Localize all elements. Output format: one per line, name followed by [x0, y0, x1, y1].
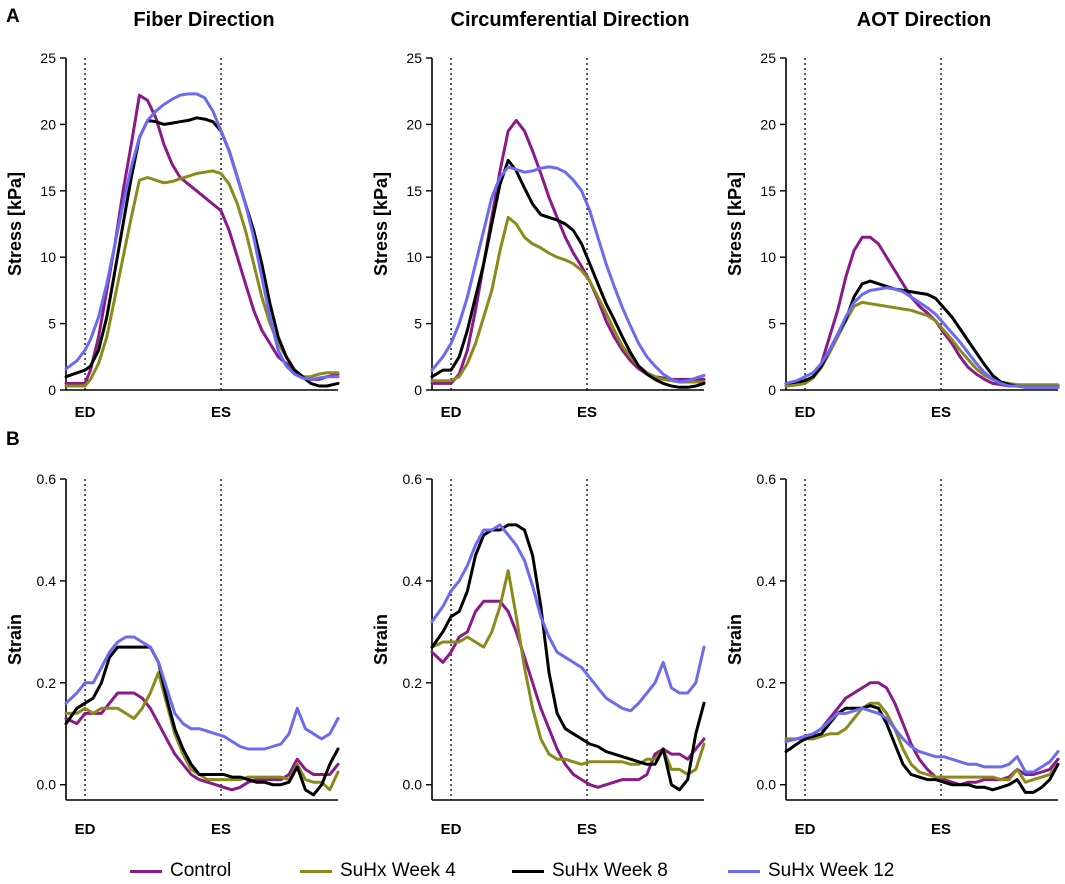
series-line-suhx-week-8	[784, 279, 1060, 389]
y-tick-label: 0.4	[403, 573, 423, 589]
y-tick-label: 0.2	[403, 675, 423, 691]
y-tick-label: 5	[48, 316, 56, 332]
legend-item-suhx-week-8: SuHx Week 8	[512, 858, 668, 884]
series-line-control	[784, 235, 1060, 388]
legend-item-control: Control	[130, 858, 231, 884]
y-axis-label: Strain	[5, 614, 25, 665]
es-marker-label: ES	[577, 821, 597, 838]
y-axis-label: Stress [kPa]	[725, 172, 745, 276]
legend: Control SuHx Week 4 SuHx Week 8 SuHx Wee…	[0, 858, 1065, 884]
y-tick-label: 20	[40, 116, 56, 132]
y-tick-label: 0.0	[37, 777, 57, 793]
es-marker-label: ES	[211, 404, 231, 421]
chart-title: Fiber Direction	[133, 9, 274, 31]
series-line-suhx-week-12	[430, 165, 706, 384]
y-tick-label: 5	[768, 316, 776, 332]
legend-item-suhx-week-12: SuHx Week 12	[728, 858, 894, 884]
series-line-suhx-week-12	[64, 635, 340, 751]
legend-swatch-suhx-week-8	[512, 869, 544, 873]
series-line-suhx-week-12	[784, 706, 1060, 774]
series-line-suhx-week-8	[430, 158, 706, 389]
series-line-suhx-week-8	[430, 523, 706, 792]
chart-aot-strain: 0.0 0.2 0.4 0.6 Strain ED ES	[725, 471, 1060, 838]
y-tick-label: 0.6	[757, 471, 777, 487]
charts-container: Fiber Direction 0 5 10 15 20 25 Stress [kPa] ED E…	[5, 9, 1060, 838]
chart-title: Circumferential Direction	[451, 9, 690, 31]
es-marker-label: ES	[931, 821, 951, 838]
legend-swatch-suhx-week-12	[728, 869, 760, 873]
y-tick-label: 0.0	[403, 777, 423, 793]
y-tick-label: 15	[40, 183, 56, 199]
ed-marker-label: ED	[795, 404, 816, 421]
series-line-suhx-week-8	[64, 116, 340, 388]
y-tick-label: 15	[406, 183, 422, 199]
series-line-control	[430, 118, 706, 385]
chart-fiber-stress: Fiber Direction 0 5 10 15 20 25 Stress [kPa] ED E…	[5, 9, 340, 421]
series-line-suhx-week-12	[64, 92, 340, 381]
y-tick-label: 0.6	[37, 471, 57, 487]
y-axis-label: Strain	[371, 614, 391, 665]
y-tick-label: 20	[760, 116, 776, 132]
ed-marker-label: ED	[441, 821, 462, 838]
series-line-suhx-week-8	[64, 645, 340, 797]
legend-label-suhx-week-12: SuHx Week 12	[768, 860, 895, 881]
y-tick-label: 5	[414, 316, 422, 332]
y-tick-label: 0.4	[757, 573, 777, 589]
y-tick-label: 10	[760, 249, 776, 265]
es-marker-label: ES	[211, 821, 231, 838]
ed-marker-label: ED	[75, 821, 96, 838]
series-line-suhx-week-8	[784, 704, 1060, 794]
ed-marker-label: ED	[441, 404, 462, 421]
y-tick-label: 25	[40, 50, 56, 66]
legend-label-suhx-week-4: SuHx Week 4	[340, 860, 456, 881]
series-line-suhx-week-4	[64, 671, 340, 792]
y-tick-label: 20	[406, 116, 422, 132]
legend-item-suhx-week-4: SuHx Week 4	[300, 858, 456, 884]
series-line-suhx-week-4	[784, 701, 1060, 784]
chart-fiber-strain: 0.0 0.2 0.4 0.6 Strain ED ES	[5, 471, 340, 838]
series-line-control	[64, 691, 340, 792]
y-tick-label: 10	[406, 249, 422, 265]
y-tick-label: 25	[760, 50, 776, 66]
es-marker-label: ES	[931, 404, 951, 421]
es-marker-label: ES	[577, 404, 597, 421]
panel-label-a: A	[6, 6, 20, 27]
panel-label-b: B	[6, 429, 20, 450]
chart-aot-stress: AOT Direction 0 5 10 15 20 25 Stress [kPa] ED ES	[725, 9, 1060, 421]
series-line-suhx-week-12	[784, 286, 1060, 389]
y-tick-label: 0.0	[757, 777, 777, 793]
chart-circumferential-strain: 0.0 0.2 0.4 0.6 Strain ED ES	[371, 471, 706, 838]
y-tick-label: 15	[760, 183, 776, 199]
y-tick-label: 0.2	[757, 675, 777, 691]
legend-label-control: Control	[170, 860, 232, 881]
y-axis-label: Stress [kPa]	[371, 172, 391, 276]
ed-marker-label: ED	[795, 821, 816, 838]
y-tick-label: 0	[414, 382, 422, 398]
series-line-suhx-week-4	[430, 569, 706, 776]
y-tick-label: 0.2	[37, 675, 57, 691]
y-axis-label: Stress [kPa]	[5, 172, 25, 276]
y-axis-label: Strain	[725, 614, 745, 665]
y-tick-label: 0	[48, 382, 56, 398]
legend-label-suhx-week-8: SuHx Week 8	[552, 860, 668, 881]
ed-marker-label: ED	[75, 404, 96, 421]
legend-swatch-suhx-week-4	[300, 869, 332, 873]
legend-swatch-control	[130, 869, 162, 873]
y-tick-label: 10	[40, 249, 56, 265]
series-line-suhx-week-4	[430, 215, 706, 384]
y-tick-label: 0.4	[37, 573, 57, 589]
series-line-suhx-week-12	[430, 523, 706, 713]
chart-title: AOT Direction	[857, 9, 991, 31]
chart-circumferential-stress: Circumferential Direction 0 5 10 15 20 25 Stres…	[371, 9, 706, 421]
series-line-control	[430, 599, 706, 789]
y-tick-label: 25	[406, 50, 422, 66]
y-tick-label: 0.6	[403, 471, 423, 487]
y-tick-label: 0	[768, 382, 776, 398]
